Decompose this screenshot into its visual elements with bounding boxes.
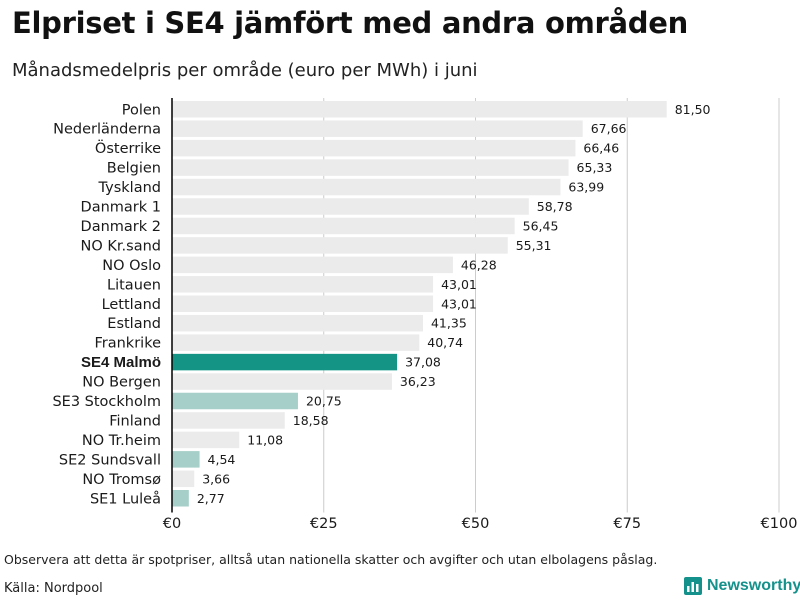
category-label: SE4 Malmö xyxy=(81,354,161,371)
category-label: NO Tr.heim xyxy=(82,433,161,449)
category-label: SE1 Luleå xyxy=(90,490,161,507)
value-label: 63,99 xyxy=(568,180,604,195)
category-label: SE3 Stockholm xyxy=(52,394,161,410)
value-label: 3,66 xyxy=(202,471,230,486)
category-label: NO Kr.sand xyxy=(81,238,161,254)
bar xyxy=(172,392,298,410)
bar xyxy=(172,451,200,468)
value-label: 58,78 xyxy=(537,199,573,214)
bar xyxy=(172,276,434,293)
category-label: NO Oslo xyxy=(102,258,161,274)
category-label: Tyskland xyxy=(98,180,161,196)
value-label: 18,58 xyxy=(293,413,329,428)
bar-chart: Polen 81,50 Nederländerna 67,66 Österrike 66,… xyxy=(52,98,798,532)
bar xyxy=(172,237,508,254)
value-label: 20,75 xyxy=(306,394,342,409)
bar xyxy=(172,159,569,176)
bar xyxy=(172,256,453,274)
bar xyxy=(172,295,434,312)
value-label: 2,77 xyxy=(197,491,225,506)
value-label: 67,66 xyxy=(591,121,627,136)
category-label: NO Tromsø xyxy=(82,472,161,488)
brand-name: Newsworthy xyxy=(707,577,800,594)
value-label: 55,31 xyxy=(516,238,552,253)
x-tick-label: €100 xyxy=(761,516,798,532)
category-label: Nederländerna xyxy=(53,122,161,138)
bar xyxy=(172,373,392,390)
value-label: 37,08 xyxy=(405,355,441,370)
x-tick-label: €0 xyxy=(163,516,181,532)
chart-subtitle: Månadsmedelpris per område (euro per MWh… xyxy=(12,60,478,81)
bar xyxy=(172,198,529,215)
bar xyxy=(172,217,515,235)
bar xyxy=(172,139,576,157)
value-label: 43,01 xyxy=(441,296,477,311)
category-label: Polen xyxy=(122,102,161,118)
category-label: Danmark 2 xyxy=(81,219,161,235)
bar xyxy=(172,334,420,351)
bar xyxy=(172,314,423,332)
bar xyxy=(172,353,398,371)
bar xyxy=(172,120,583,137)
value-label: 66,46 xyxy=(583,141,619,156)
chart-title: Elpriset i SE4 jämfört med andra områden xyxy=(12,6,688,40)
x-tick-label: €25 xyxy=(310,516,338,532)
footnote: Observera att detta är spotpriser, allts… xyxy=(4,552,658,567)
bar xyxy=(172,178,561,196)
category-label: Estland xyxy=(107,316,161,332)
newsworthy-logo-icon xyxy=(684,577,702,595)
source-note: Källa: Nordpool xyxy=(4,581,103,596)
bar xyxy=(172,431,240,449)
category-label: NO Bergen xyxy=(82,375,161,391)
category-label: Österrike xyxy=(95,139,161,157)
category-label: Belgien xyxy=(107,161,161,177)
value-label: 41,35 xyxy=(431,316,467,331)
x-tick-label: €75 xyxy=(613,516,641,532)
value-label: 36,23 xyxy=(400,374,436,389)
category-label: Danmark 1 xyxy=(81,200,161,216)
bar xyxy=(172,470,195,488)
value-label: 46,28 xyxy=(461,257,497,272)
value-label: 11,08 xyxy=(247,432,283,447)
bar xyxy=(172,490,189,507)
category-label: Finland xyxy=(109,413,161,429)
category-label: Lettland xyxy=(102,297,161,313)
bar xyxy=(172,101,667,118)
bar xyxy=(172,412,285,429)
value-label: 65,33 xyxy=(577,160,613,175)
x-tick-label: €50 xyxy=(462,516,490,532)
category-label: Litauen xyxy=(107,277,161,293)
value-label: 4,54 xyxy=(208,452,236,467)
value-label: 81,50 xyxy=(675,102,711,117)
value-label: 56,45 xyxy=(523,218,559,233)
value-label: 43,01 xyxy=(441,277,477,292)
category-label: SE2 Sundsvall xyxy=(59,452,161,468)
brand-logo: Newsworthy xyxy=(684,577,800,595)
category-label: Frankrike xyxy=(94,336,161,352)
value-label: 40,74 xyxy=(427,335,463,350)
